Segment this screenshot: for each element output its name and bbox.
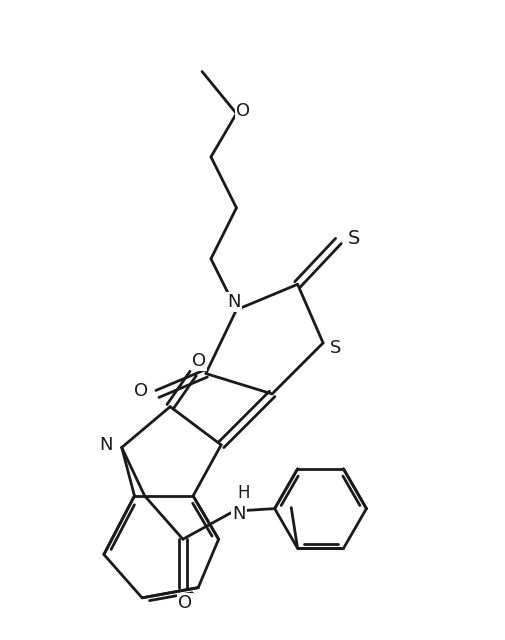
Text: N: N xyxy=(232,505,245,523)
Text: S: S xyxy=(329,339,341,357)
Text: H: H xyxy=(237,484,250,502)
Text: O: O xyxy=(133,382,147,401)
Text: S: S xyxy=(347,229,359,248)
Text: N: N xyxy=(99,436,113,454)
Text: N: N xyxy=(227,293,240,311)
Text: O: O xyxy=(235,102,249,120)
Text: O: O xyxy=(192,352,206,370)
Text: O: O xyxy=(178,594,192,612)
